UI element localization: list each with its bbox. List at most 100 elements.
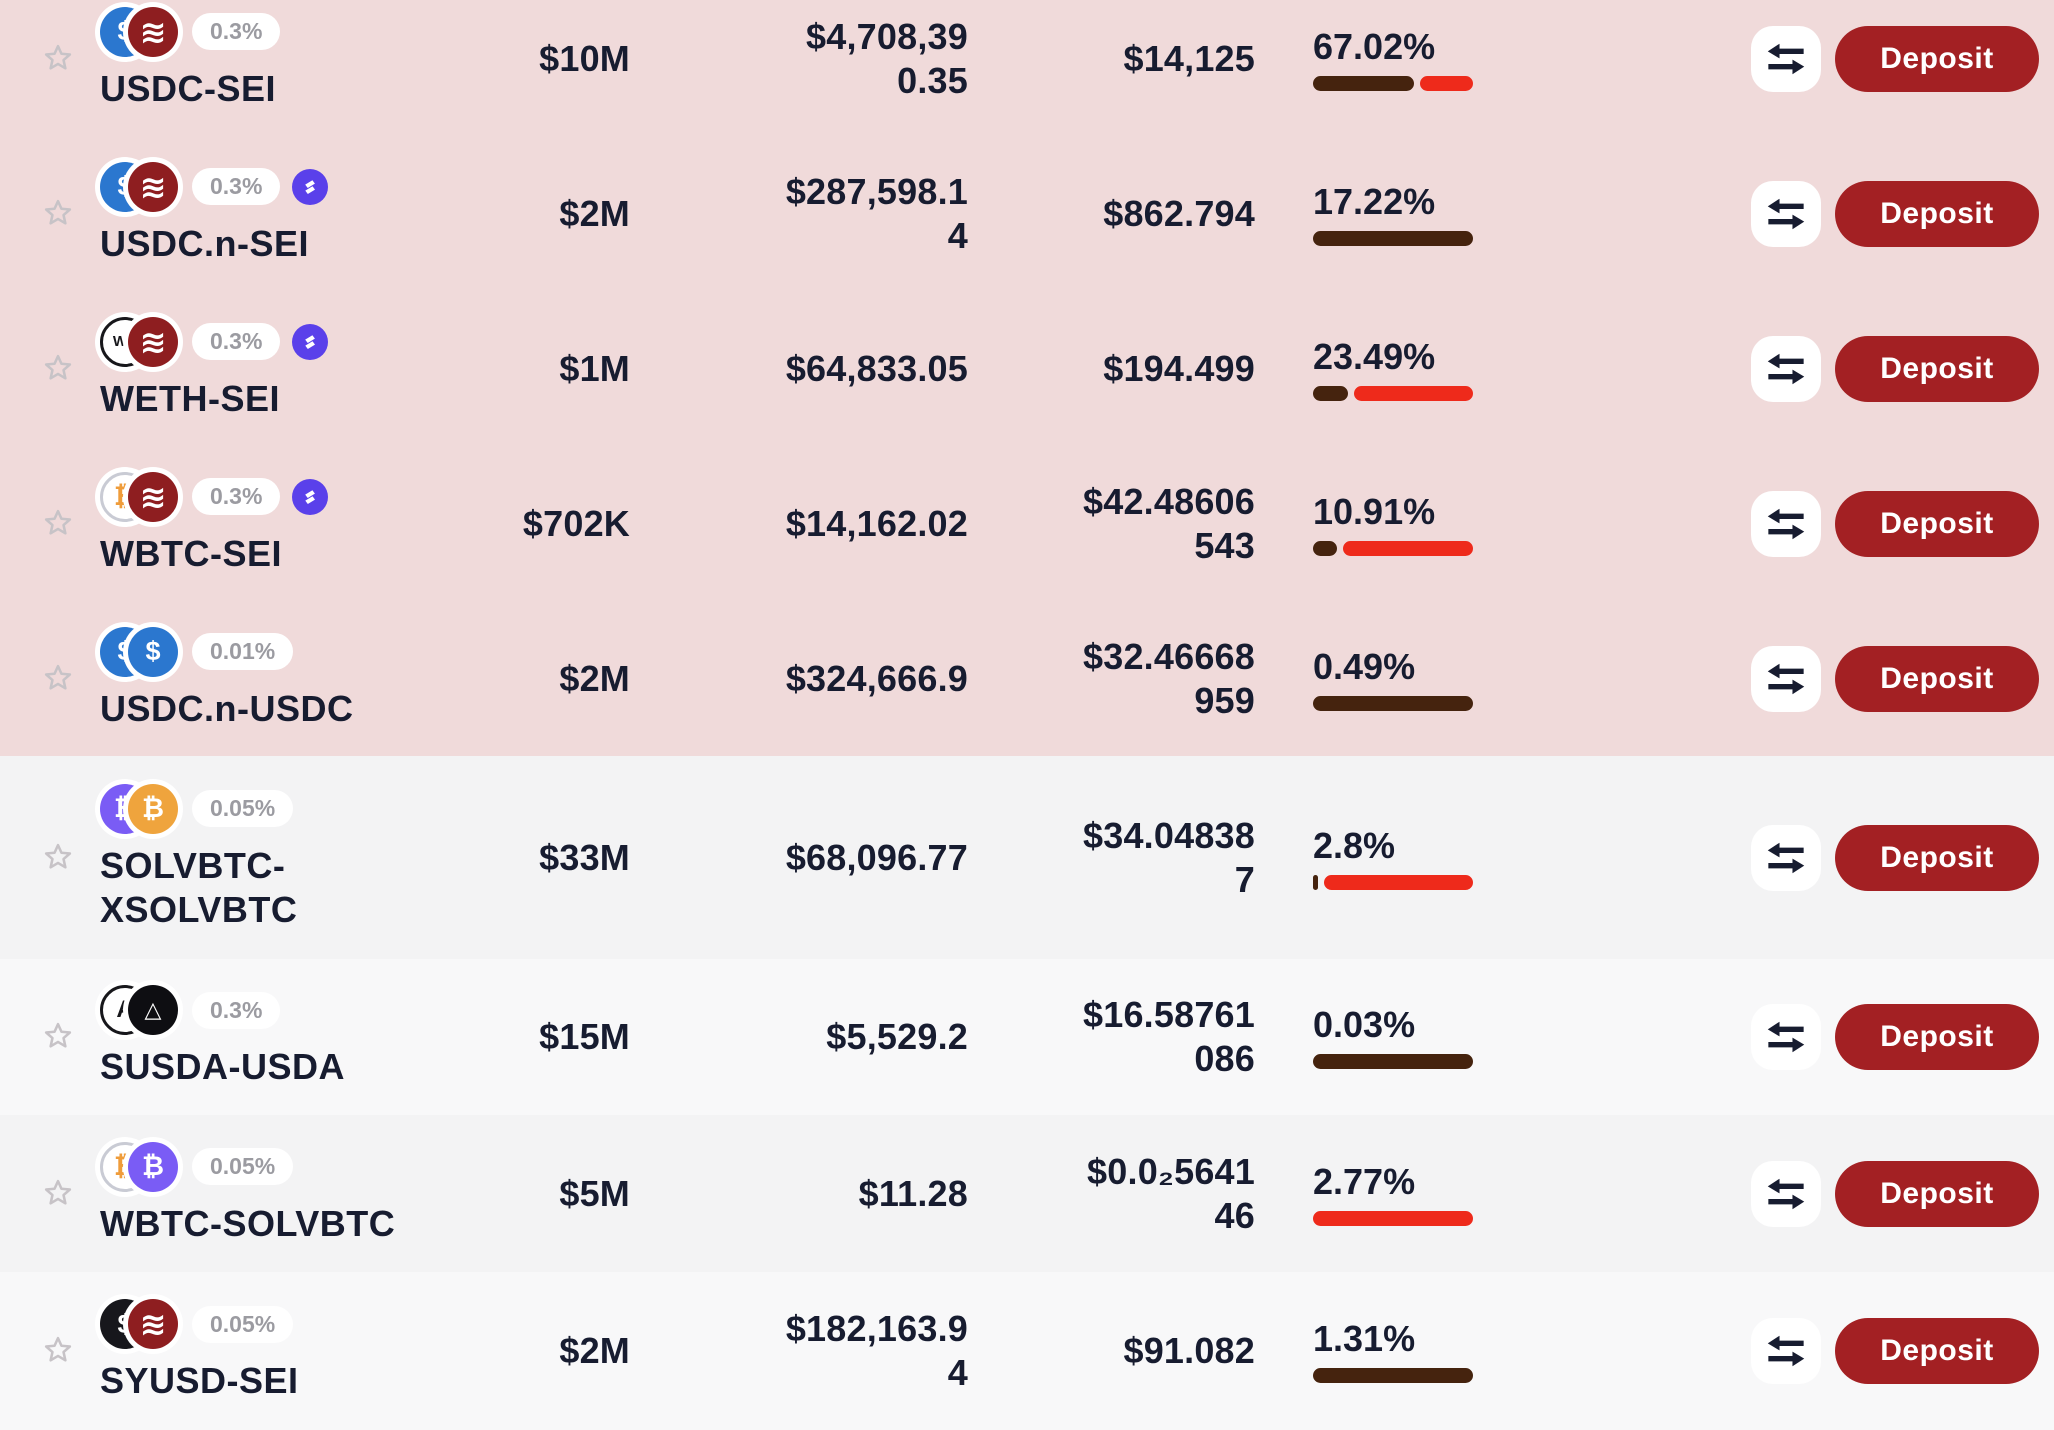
- apr-composition-bar: [1313, 230, 1473, 246]
- favorite-star-icon[interactable]: [36, 502, 80, 546]
- pool-fees: $42.48606543: [1083, 480, 1255, 566]
- pool-tvl: $10M: [539, 37, 630, 79]
- swap-button[interactable]: [1751, 25, 1821, 92]
- pool-fees: $194.499: [1103, 347, 1255, 389]
- pool-pair-info: $ ≋ 0.05% SYUSD-SEI: [100, 1299, 299, 1403]
- pool-pair-name: USDC.n-USDC: [100, 687, 354, 729]
- swap-button[interactable]: [1751, 1160, 1821, 1227]
- favorite-star-icon[interactable]: [36, 1015, 80, 1059]
- swap-arrows-icon: [1767, 1178, 1805, 1209]
- pool-row: ₿ ₿ 0.05% WBTC-SOLVBTC $5M $11.28 $0.0₂5…: [0, 1115, 2054, 1272]
- apr-composition-bar: [1313, 1054, 1473, 1069]
- pool-row: ₿ ₿ 0.05% SOLVBTC-XSOLVBTC $33M $68,096.…: [0, 756, 2054, 959]
- reward-apr-segment: [1313, 1210, 1473, 1226]
- deposit-button[interactable]: Deposit: [1835, 1160, 2039, 1227]
- deposit-button[interactable]: Deposit: [1835, 490, 2039, 557]
- pool-fees: $16.58761086: [1083, 994, 1255, 1079]
- pool-volume: $5,529.2: [826, 1016, 968, 1057]
- pool-pair-info: ₿ ₿ 0.05% SOLVBTC-XSOLVBTC: [100, 783, 400, 932]
- swap-arrows-icon: [1767, 663, 1805, 694]
- pool-apr: 0.49%: [1313, 645, 1473, 711]
- pool-volume: $182,163.94: [785, 1308, 968, 1393]
- favorite-star-icon[interactable]: [36, 1172, 80, 1216]
- reward-apr-segment: [1419, 75, 1473, 91]
- apr-composition-bar: [1313, 1210, 1473, 1226]
- pool-tvl: $5M: [559, 1172, 630, 1214]
- pool-tvl: $33M: [539, 836, 630, 878]
- pool-apr-value: 2.8%: [1313, 824, 1396, 866]
- pool-apr: 67.02%: [1313, 25, 1473, 91]
- pool-apr-value: 0.49%: [1313, 645, 1416, 687]
- fee-tier-badge: 0.3%: [192, 323, 281, 360]
- favorite-star-icon[interactable]: [36, 347, 80, 391]
- pool-row: $ ≋ 0.3% USDC.n-SEI $2M $287,598.14 $862…: [0, 136, 2054, 291]
- pool-pair-name: WBTC-SEI: [100, 532, 282, 574]
- favorite-star-icon[interactable]: [36, 836, 80, 880]
- pool-apr-value: 23.49%: [1313, 335, 1436, 377]
- fee-apr-segment: [1313, 230, 1473, 246]
- deposit-button[interactable]: Deposit: [1835, 180, 2039, 247]
- swap-button[interactable]: [1751, 824, 1821, 891]
- token-icon-usdc: $: [128, 626, 178, 677]
- token-icon-sei: ≋: [128, 161, 178, 212]
- token-icon-solvbtc: ₿: [128, 1141, 178, 1192]
- favorite-star-icon[interactable]: [36, 1329, 80, 1373]
- token-icon-usda: △: [128, 985, 178, 1035]
- swap-arrows-icon: [1767, 353, 1805, 384]
- favorite-star-icon[interactable]: [36, 192, 80, 236]
- pool-apr-value: 1.31%: [1313, 1318, 1416, 1359]
- fee-apr-segment: [1313, 385, 1349, 401]
- deposit-button[interactable]: Deposit: [1835, 335, 2039, 402]
- swap-arrows-icon: [1767, 508, 1805, 539]
- pool-pair-name: USDC-SEI: [100, 67, 277, 109]
- apr-composition-bar: [1313, 695, 1473, 711]
- token-icon-sei: ≋: [128, 6, 178, 57]
- pool-pair-name: SOLVBTC-XSOLVBTC: [100, 844, 298, 930]
- pool-tvl: $2M: [559, 1330, 630, 1371]
- pool-pair-name: SUSDA-USDA: [100, 1046, 346, 1087]
- boost-icon: [292, 168, 329, 205]
- fee-apr-segment: [1313, 695, 1473, 711]
- pool-pair-name: WBTC-SOLVBTC: [100, 1202, 396, 1244]
- pool-apr-value: 0.03%: [1313, 1004, 1416, 1045]
- swap-button[interactable]: [1751, 1004, 1821, 1070]
- boost-icon: [292, 323, 329, 360]
- deposit-button[interactable]: Deposit: [1835, 1004, 2039, 1070]
- swap-button[interactable]: [1751, 1318, 1821, 1384]
- reward-apr-segment: [1343, 540, 1473, 556]
- pool-apr: 10.91%: [1313, 491, 1473, 556]
- pool-apr-value: 17.22%: [1313, 180, 1436, 222]
- swap-button[interactable]: [1751, 335, 1821, 402]
- pool-volume: $4,708,390.35: [806, 15, 968, 101]
- deposit-button[interactable]: Deposit: [1835, 1318, 2039, 1384]
- fee-tier-badge: 0.3%: [192, 991, 281, 1029]
- deposit-button[interactable]: Deposit: [1835, 824, 2039, 891]
- pool-volume: $68,096.77: [785, 836, 968, 878]
- pool-volume: $11.28: [858, 1172, 968, 1214]
- pool-row: A △ 0.3% SUSDA-USDA $15M $5,529.2 $16.58…: [0, 959, 2054, 1115]
- pool-fees: $862.794: [1103, 192, 1255, 234]
- pool-volume: $14,162.02: [785, 502, 968, 544]
- pool-apr-value: 67.02%: [1313, 25, 1436, 67]
- pool-fees: $14,125: [1123, 37, 1255, 79]
- token-icon-sei: ≋: [128, 1299, 178, 1349]
- swap-button[interactable]: [1751, 645, 1821, 712]
- pool-pair-name: USDC.n-SEI: [100, 222, 310, 264]
- pool-tvl: $15M: [539, 1016, 630, 1057]
- deposit-button[interactable]: Deposit: [1835, 25, 2039, 92]
- apr-composition-bar: [1313, 385, 1473, 401]
- swap-arrows-icon: [1767, 842, 1805, 873]
- pool-pair-info: $ $ 0.01% USDC.n-USDC: [100, 626, 354, 731]
- apr-composition-bar: [1313, 874, 1473, 890]
- pool-tvl: $2M: [559, 657, 630, 699]
- pool-apr: 0.03%: [1313, 1005, 1473, 1069]
- swap-button[interactable]: [1751, 180, 1821, 247]
- pool-volume: $287,598.14: [785, 170, 968, 256]
- fee-apr-segment: [1313, 540, 1337, 556]
- swap-button[interactable]: [1751, 490, 1821, 557]
- favorite-star-icon[interactable]: [36, 37, 80, 81]
- pool-apr: 23.49%: [1313, 335, 1473, 401]
- deposit-button[interactable]: Deposit: [1835, 645, 2039, 712]
- pool-tvl: $702K: [522, 502, 630, 544]
- favorite-star-icon[interactable]: [36, 657, 80, 701]
